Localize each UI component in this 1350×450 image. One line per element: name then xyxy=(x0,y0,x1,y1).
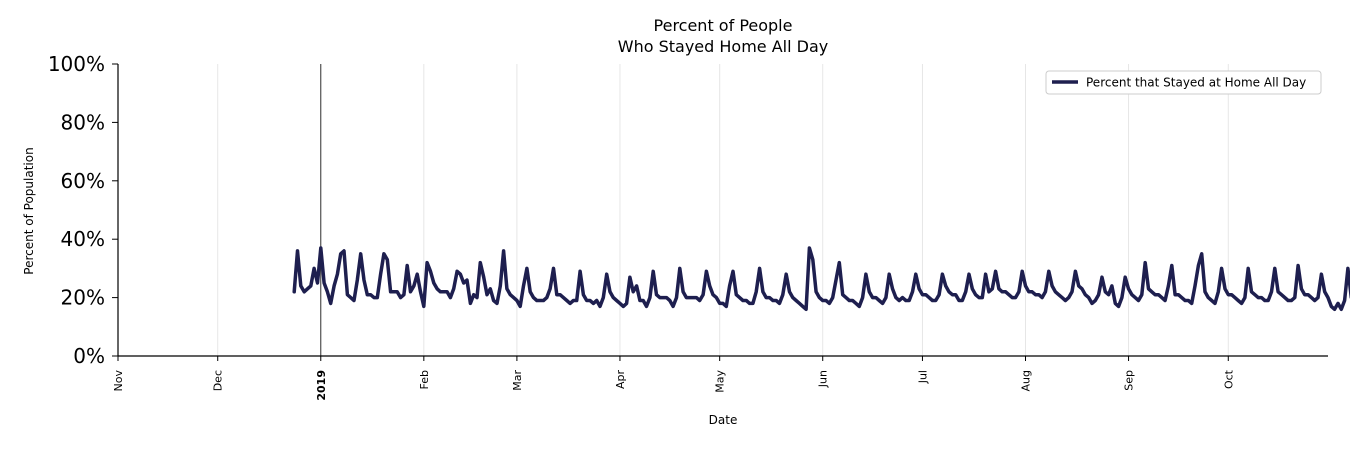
x-tick-label: Aug xyxy=(1020,370,1033,391)
y-tick-label: 40% xyxy=(61,227,105,251)
x-tick-label: Nov xyxy=(112,370,125,392)
x-tick-label: Jun xyxy=(817,370,830,388)
grid-layer xyxy=(117,64,1229,356)
axes-layer xyxy=(117,64,1328,357)
y-tick-label: 100% xyxy=(48,52,105,76)
x-tick-label: Sep xyxy=(1123,370,1136,391)
x-tick-label: Dec xyxy=(212,370,225,391)
x-axis-label: Date xyxy=(709,413,738,427)
x-tick-label: Apr xyxy=(614,370,627,390)
x-ticks: Nov Dec 2019 Feb Mar Apr May Jun Jul Aug Sep Oct xyxy=(112,356,1235,401)
y-ticks: 0% 20% 40% 60% 80% 100% xyxy=(48,52,118,368)
x-tick-label: Jul xyxy=(916,370,929,384)
y-axis-label: Percent of Population xyxy=(22,147,36,274)
y-tick-label: 80% xyxy=(61,110,105,134)
x-tick-label: May xyxy=(714,370,727,393)
y-tick-label: 0% xyxy=(73,344,105,368)
series-line-0 xyxy=(292,246,1350,312)
x-tick-label: Oct xyxy=(1222,369,1235,389)
chart-title-line1: Percent of People xyxy=(654,16,793,35)
y-tick-label: 20% xyxy=(61,286,105,310)
legend-box xyxy=(1045,70,1322,95)
x-tick-label: Mar xyxy=(511,370,524,391)
y-tick-label: 60% xyxy=(61,169,105,193)
x-tick-label: 2019 xyxy=(315,370,328,401)
legend-label: Percent that Stayed at Home All Day xyxy=(1086,76,1306,90)
x-tick-label: Feb xyxy=(418,370,431,389)
series-layer xyxy=(292,246,1350,312)
legend: Percent that Stayed at Home All Day xyxy=(1045,70,1322,95)
chart-title-line2: Who Stayed Home All Day xyxy=(618,37,828,56)
